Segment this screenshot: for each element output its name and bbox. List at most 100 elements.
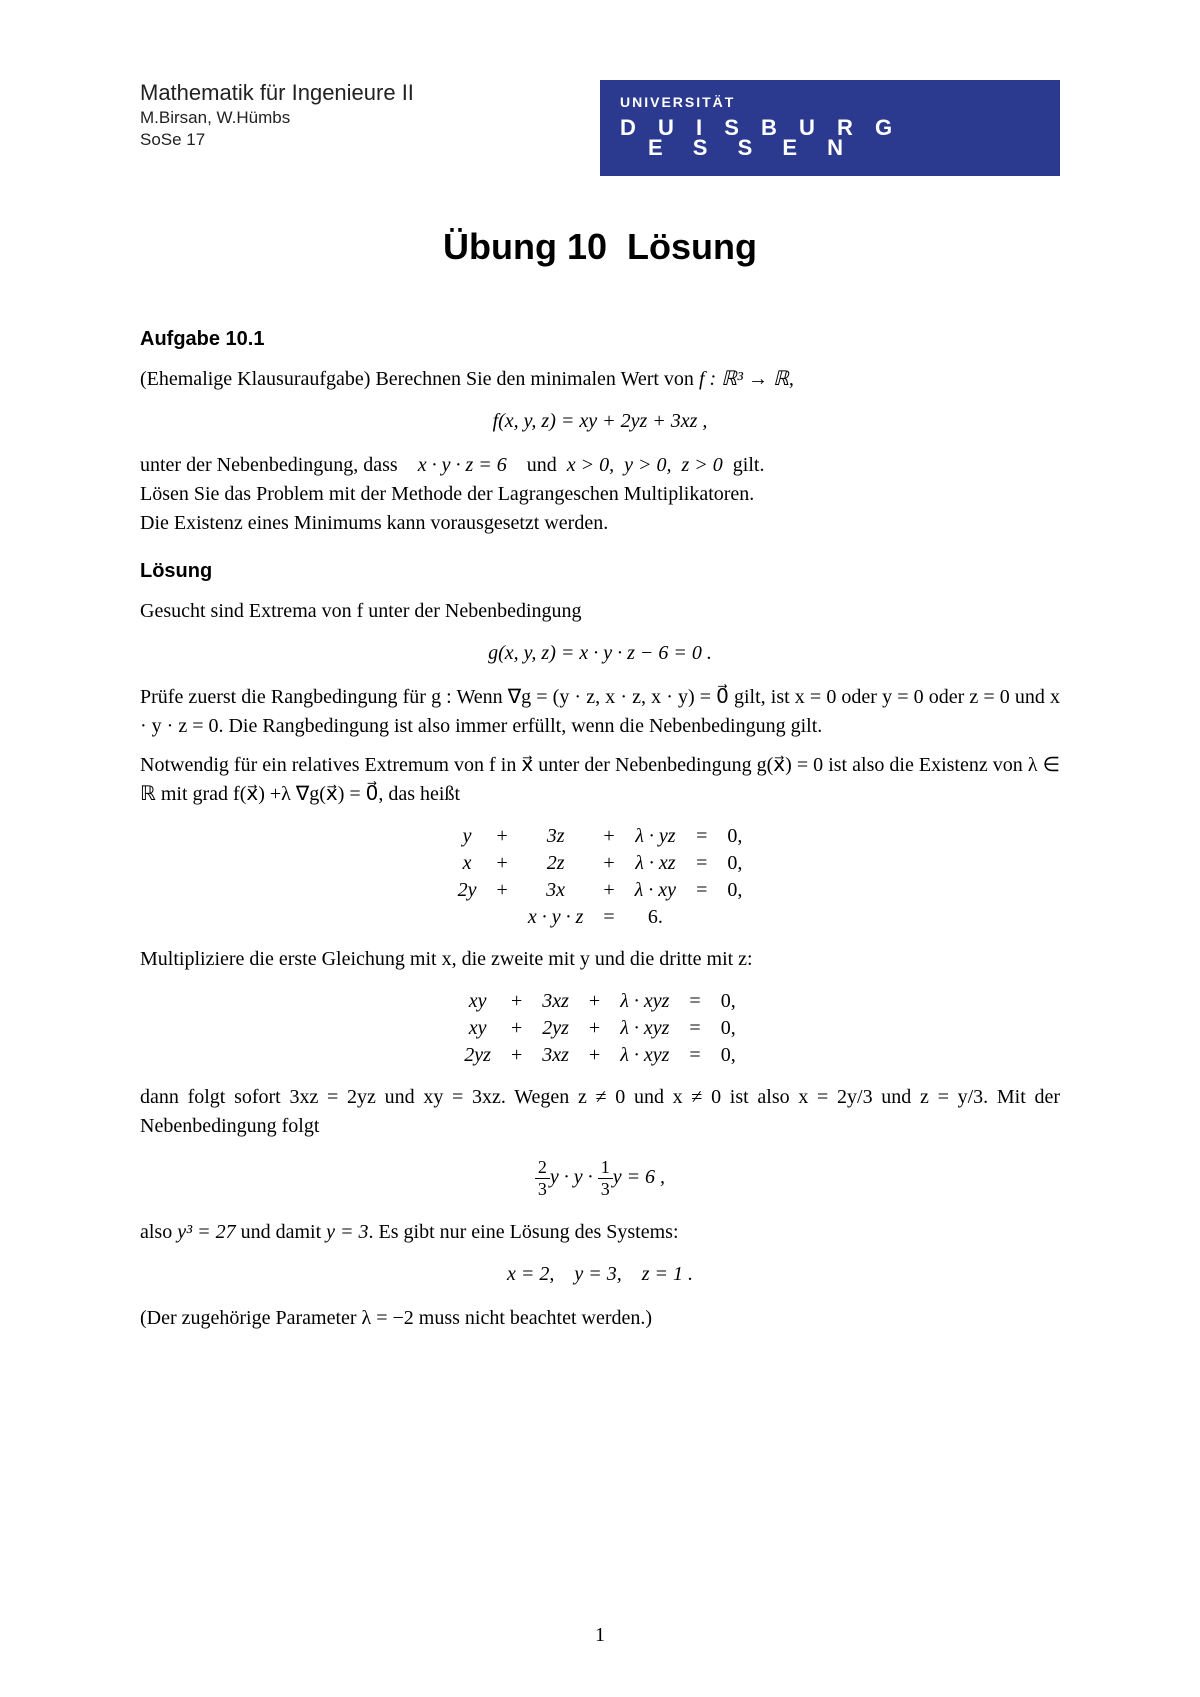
equation-f: f(x, y, z) = xy + 2yz + 3xz , bbox=[140, 410, 1060, 433]
equation-solution: x = 2, y = 3, z = 1 . bbox=[140, 1263, 1060, 1286]
solution-p3: Notwendig für ein relatives Extremum von… bbox=[140, 751, 1060, 809]
system2-cell: 2yz bbox=[532, 1015, 579, 1042]
system1-row-3: x · y · z = 6. bbox=[448, 904, 753, 931]
system1-cell: y bbox=[448, 823, 487, 850]
system1-cell: λ · xy bbox=[625, 877, 686, 904]
system1-row-0: y + 3z + λ · yz = 0, bbox=[448, 823, 753, 850]
university-name: D U I S B U R G E S S E N bbox=[620, 116, 950, 160]
authors: M.Birsan, W.Hümbs bbox=[140, 108, 414, 128]
solution-p2: Prüfe zuerst die Rangbedingung für g : W… bbox=[140, 683, 1060, 741]
system2-cell: 2yz bbox=[454, 1042, 501, 1069]
task-p2-math2: x > 0, y > 0, z > 0 bbox=[567, 454, 723, 476]
frac-end: y = 6 , bbox=[613, 1166, 665, 1188]
task-p1-math: f : ℝ³ → ℝ, bbox=[699, 368, 794, 390]
solution-p1: Gesucht sind Extrema von f unter der Neb… bbox=[140, 597, 1060, 626]
system1-row-2: 2y + 3x + λ · xy = 0, bbox=[448, 877, 753, 904]
system2-cell: = bbox=[679, 1042, 710, 1069]
task-p1-prefix: (Ehemalige Klausuraufgabe) Berechnen Sie… bbox=[140, 368, 699, 390]
system2-cell: = bbox=[679, 988, 710, 1015]
system1-cell bbox=[686, 904, 717, 931]
task-p2-line3: Die Existenz eines Minimums kann vorausg… bbox=[140, 512, 608, 534]
task-p2-suffix: gilt. bbox=[733, 454, 765, 476]
system1-cell: = bbox=[686, 850, 717, 877]
solution-heading: Lösung bbox=[140, 560, 1060, 583]
equation-fraction: 2 3 y · y · 1 3 y = 6 , bbox=[140, 1157, 1060, 1200]
solution-p7: (Der zugehörige Parameter λ = −2 muss ni… bbox=[140, 1304, 1060, 1333]
university-label: UNIVERSITÄT bbox=[620, 94, 950, 110]
system2-cell: = bbox=[679, 1015, 710, 1042]
system1-cell: + bbox=[593, 877, 624, 904]
system2-cell: + bbox=[579, 1042, 610, 1069]
frac2-num: 1 bbox=[598, 1157, 613, 1179]
system2-cell: + bbox=[501, 1015, 532, 1042]
frac-mid: y · y · bbox=[550, 1166, 593, 1188]
system2-cell: + bbox=[579, 988, 610, 1015]
system2-cell: xy bbox=[454, 1015, 501, 1042]
system1-cell: 3z bbox=[518, 823, 594, 850]
sol-p6-mid: und damit bbox=[236, 1221, 327, 1243]
system2-cell: + bbox=[501, 988, 532, 1015]
university-name-line2: E S S E N bbox=[648, 136, 950, 160]
system1-cell: 0, bbox=[717, 823, 752, 850]
system2-row-2: 2yz + 3xz + λ · xyz = 0, bbox=[454, 1042, 745, 1069]
sol-p6-math: y³ = 27 bbox=[177, 1221, 235, 1243]
system1-cell: + bbox=[487, 850, 518, 877]
university-logo-block: UNIVERSITÄT D U I S B U R G E S S E N bbox=[600, 80, 1060, 176]
equation-g: g(x, y, z) = x · y · z − 6 = 0 . bbox=[140, 642, 1060, 665]
system1-cell: + bbox=[487, 823, 518, 850]
system2-cell: 0, bbox=[711, 1015, 746, 1042]
system2-cell: xy bbox=[454, 988, 501, 1015]
system1-cell: 0, bbox=[717, 877, 752, 904]
system1-cell: λ · xz bbox=[625, 850, 686, 877]
system1-cell bbox=[448, 904, 487, 931]
system2-row-0: xy + 3xz + λ · xyz = 0, bbox=[454, 988, 745, 1015]
system2-cell: + bbox=[579, 1015, 610, 1042]
header-left: Mathematik für Ingenieure II M.Birsan, W… bbox=[140, 80, 414, 150]
frac1-num: 2 bbox=[535, 1157, 550, 1179]
main-title: Übung 10 Lösung bbox=[140, 226, 1060, 268]
system2-cell: + bbox=[501, 1042, 532, 1069]
system2-cell: λ · xyz bbox=[610, 988, 679, 1015]
frac2-den: 3 bbox=[598, 1179, 613, 1200]
page-number: 1 bbox=[595, 1624, 605, 1647]
system1-cell: 0, bbox=[717, 850, 752, 877]
system1-cell bbox=[717, 904, 752, 931]
sol-p6-prefix: also bbox=[140, 1221, 177, 1243]
system1-cell: + bbox=[487, 877, 518, 904]
task-p2-math1: x · y · z = 6 bbox=[418, 454, 507, 476]
system2-cell: 0, bbox=[711, 1042, 746, 1069]
system1-cell: + bbox=[593, 823, 624, 850]
system1-cell: = bbox=[686, 823, 717, 850]
task-p2-mid: und bbox=[527, 454, 557, 476]
system1-cell: = bbox=[593, 904, 624, 931]
task-p2-line2: Lösen Sie das Problem mit der Methode de… bbox=[140, 483, 754, 505]
equation-system-2: xy + 3xz + λ · xyz = 0, xy + 2yz + λ · x… bbox=[140, 988, 1060, 1069]
system1-cell: 6. bbox=[625, 904, 686, 931]
frac1-den: 3 bbox=[535, 1179, 550, 1200]
system2-cell: 3xz bbox=[532, 1042, 579, 1069]
task-paragraph-2: unter der Nebenbedingung, dass x · y · z… bbox=[140, 451, 1060, 538]
fraction-1: 2 3 bbox=[535, 1157, 550, 1200]
solution-p6: also y³ = 27 und damit y = 3. Es gibt nu… bbox=[140, 1218, 1060, 1247]
system1-cell: x · y · z bbox=[518, 904, 594, 931]
system2-cell: λ · xyz bbox=[610, 1042, 679, 1069]
solution-p1-text: Gesucht sind Extrema von f unter der Neb… bbox=[140, 600, 582, 622]
solution-p4: Multipliziere die erste Gleichung mit x,… bbox=[140, 945, 1060, 974]
system1-cell bbox=[487, 904, 518, 931]
equation-system-1: y + 3z + λ · yz = 0, x + 2z + λ · xz = 0… bbox=[140, 823, 1060, 931]
task-paragraph-1: (Ehemalige Klausuraufgabe) Berechnen Sie… bbox=[140, 365, 1060, 394]
system2-row-1: xy + 2yz + λ · xyz = 0, bbox=[454, 1015, 745, 1042]
system1-cell: = bbox=[686, 877, 717, 904]
system1-cell: λ · yz bbox=[625, 823, 686, 850]
system1-cell: + bbox=[593, 850, 624, 877]
system1-cell: x bbox=[448, 850, 487, 877]
system2-cell: 3xz bbox=[532, 988, 579, 1015]
solution-p5: dann folgt sofort 3xz = 2yz und xy = 3xz… bbox=[140, 1083, 1060, 1141]
system2-cell: λ · xyz bbox=[610, 1015, 679, 1042]
system1-cell: 2y bbox=[448, 877, 487, 904]
task-heading: Aufgabe 10.1 bbox=[140, 328, 1060, 351]
system1-cell: 2z bbox=[518, 850, 594, 877]
semester: SoSe 17 bbox=[140, 130, 414, 150]
task-p2-prefix: unter der Nebenbedingung, dass bbox=[140, 454, 403, 476]
system2-cell: 0, bbox=[711, 988, 746, 1015]
